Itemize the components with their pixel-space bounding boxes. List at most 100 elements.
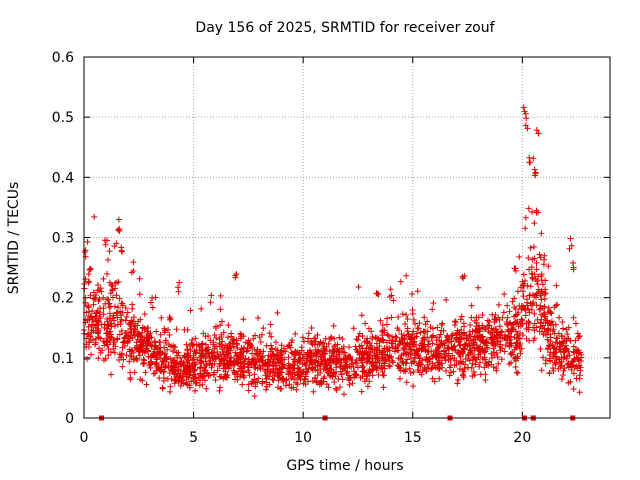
data-point bbox=[534, 281, 541, 288]
data-point bbox=[427, 324, 434, 331]
data-point bbox=[523, 326, 530, 333]
data-point bbox=[136, 291, 143, 298]
data-point bbox=[302, 373, 309, 380]
data-point bbox=[563, 337, 570, 344]
data-point bbox=[94, 329, 101, 336]
data-point bbox=[161, 329, 168, 336]
data-point bbox=[181, 326, 188, 333]
data-point bbox=[477, 359, 484, 366]
data-point bbox=[104, 341, 111, 348]
data-point bbox=[470, 368, 477, 375]
data-point bbox=[119, 302, 126, 309]
data-point bbox=[308, 324, 315, 331]
data-point bbox=[402, 366, 409, 373]
data-point bbox=[302, 381, 309, 388]
data-point bbox=[85, 271, 92, 278]
data-point bbox=[130, 267, 137, 274]
data-point bbox=[442, 357, 449, 364]
data-point bbox=[159, 385, 166, 392]
data-point bbox=[250, 335, 257, 342]
data-point bbox=[504, 314, 511, 321]
data-point bbox=[446, 372, 453, 379]
data-point bbox=[241, 344, 248, 351]
data-point bbox=[345, 376, 352, 383]
data-point bbox=[445, 350, 452, 357]
data-point bbox=[174, 354, 181, 361]
data-point bbox=[567, 235, 574, 242]
data-point bbox=[84, 356, 91, 363]
data-point bbox=[560, 355, 567, 362]
data-point bbox=[234, 351, 241, 358]
data-point bbox=[326, 348, 333, 355]
data-point bbox=[552, 302, 559, 309]
data-point bbox=[309, 378, 316, 385]
data-point bbox=[293, 350, 300, 357]
data-point bbox=[334, 345, 341, 352]
data-point bbox=[495, 360, 502, 367]
data-point bbox=[111, 322, 118, 329]
data-point bbox=[338, 359, 345, 366]
data-point bbox=[99, 347, 106, 354]
data-point bbox=[116, 331, 123, 338]
data-point bbox=[198, 344, 205, 351]
data-point bbox=[522, 214, 529, 221]
data-point bbox=[166, 341, 173, 348]
data-point bbox=[377, 337, 384, 344]
data-point bbox=[244, 367, 251, 374]
x-tick-label: 10 bbox=[294, 430, 312, 446]
data-point bbox=[526, 292, 533, 299]
data-point bbox=[533, 127, 540, 134]
data-point bbox=[538, 230, 545, 237]
data-point bbox=[307, 358, 314, 365]
data-point bbox=[173, 349, 180, 356]
data-point bbox=[394, 325, 401, 332]
data-point bbox=[512, 357, 519, 364]
data-point bbox=[477, 350, 484, 357]
data-point bbox=[106, 310, 113, 317]
data-point bbox=[567, 337, 574, 344]
data-point bbox=[547, 358, 554, 365]
data-point bbox=[556, 343, 563, 350]
data-point bbox=[192, 335, 199, 342]
data-point bbox=[383, 345, 390, 352]
data-point bbox=[447, 355, 454, 362]
data-point bbox=[503, 318, 510, 325]
x-tick-label: 20 bbox=[513, 430, 531, 446]
data-point bbox=[524, 282, 531, 289]
data-point bbox=[130, 259, 137, 266]
data-point bbox=[510, 351, 517, 358]
data-point bbox=[544, 320, 551, 327]
data-point bbox=[490, 326, 497, 333]
data-point bbox=[541, 291, 548, 298]
data-point bbox=[112, 280, 119, 287]
data-point bbox=[309, 341, 316, 348]
data-point bbox=[104, 330, 111, 337]
data-point bbox=[516, 253, 523, 260]
data-point bbox=[116, 295, 123, 302]
data-point bbox=[576, 389, 583, 396]
data-point bbox=[456, 351, 463, 358]
data-point bbox=[343, 369, 350, 376]
y-tick-label: 0.3 bbox=[52, 231, 74, 247]
data-point bbox=[325, 340, 332, 347]
data-point bbox=[188, 378, 195, 385]
data-point bbox=[130, 314, 137, 321]
data-point bbox=[200, 367, 207, 374]
data-point bbox=[251, 393, 258, 400]
data-point bbox=[525, 318, 532, 325]
data-point bbox=[403, 379, 410, 386]
data-point bbox=[376, 349, 383, 356]
data-point bbox=[127, 319, 134, 326]
data-point bbox=[401, 345, 408, 352]
data-point bbox=[216, 373, 223, 380]
data-point bbox=[540, 354, 547, 361]
data-point bbox=[260, 348, 267, 355]
data-point bbox=[509, 298, 516, 305]
data-point bbox=[87, 333, 94, 340]
data-point bbox=[444, 332, 451, 339]
data-point bbox=[264, 366, 271, 373]
data-point bbox=[509, 326, 516, 333]
data-point bbox=[211, 331, 218, 338]
data-point bbox=[546, 342, 553, 349]
data-point bbox=[477, 371, 484, 378]
